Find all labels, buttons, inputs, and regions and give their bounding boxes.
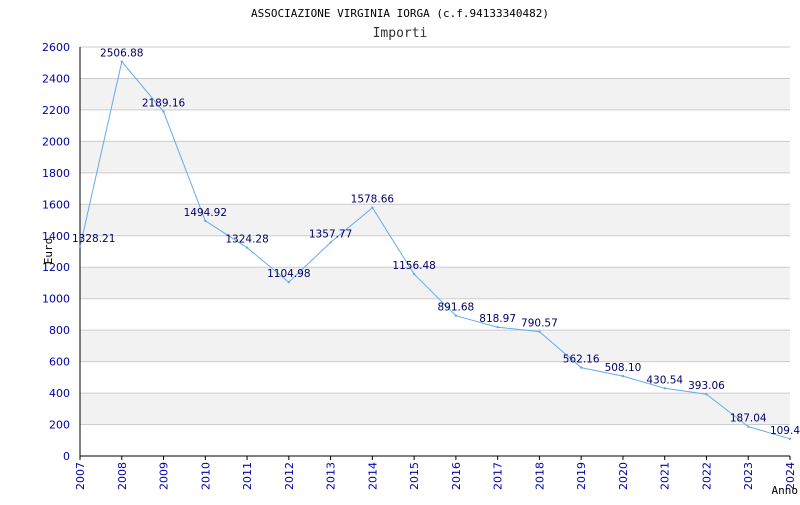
data-label: 2189.16 bbox=[142, 98, 186, 110]
x-tick-label: 2007 bbox=[74, 462, 87, 490]
data-label: 508.10 bbox=[605, 362, 642, 374]
data-point bbox=[371, 206, 374, 209]
grid-bands bbox=[80, 78, 790, 425]
data-point bbox=[747, 425, 750, 428]
y-axis-label: Euro bbox=[42, 238, 55, 265]
data-label: 1104.98 bbox=[267, 268, 310, 280]
data-label: 562.16 bbox=[563, 354, 600, 366]
data-point bbox=[329, 241, 332, 244]
y-tick-label: 600 bbox=[49, 356, 70, 369]
data-label: 109.4 bbox=[770, 425, 800, 437]
data-point bbox=[454, 314, 458, 317]
grid-band bbox=[80, 204, 790, 236]
data-point bbox=[663, 387, 666, 390]
data-label: 187.04 bbox=[730, 413, 767, 425]
data-label: 1324.28 bbox=[225, 234, 268, 246]
x-tick-label: 2012 bbox=[283, 462, 296, 490]
x-tick-label: 2008 bbox=[116, 462, 129, 490]
gridlines bbox=[80, 46, 790, 457]
grid-band bbox=[80, 393, 790, 425]
data-point bbox=[120, 60, 123, 63]
chart-title: ASSOCIAZIONE VIRGINIA IORGA (c.f.9413334… bbox=[251, 7, 549, 20]
data-label: 430.54 bbox=[646, 374, 683, 386]
x-tick-label: 2010 bbox=[199, 462, 212, 490]
x-tick-label: 2022 bbox=[700, 462, 713, 490]
data-label: 891.68 bbox=[438, 302, 475, 314]
data-label: 1156.48 bbox=[392, 260, 435, 272]
x-tick-label: 2018 bbox=[533, 462, 546, 490]
x-tick-label: 2013 bbox=[325, 462, 338, 490]
axes bbox=[79, 47, 791, 460]
x-tick-label: 2023 bbox=[742, 462, 755, 490]
data-point bbox=[162, 110, 165, 113]
data-point bbox=[621, 374, 625, 378]
x-tick-label: 2017 bbox=[492, 462, 505, 490]
y-tick-label: 1800 bbox=[42, 167, 70, 180]
grid-band bbox=[80, 78, 790, 110]
x-axis-label: Anno bbox=[772, 484, 799, 497]
x-tick-label: 2021 bbox=[659, 462, 672, 490]
y-tick-label: 1600 bbox=[42, 198, 70, 211]
y-tick-label: 800 bbox=[49, 324, 70, 337]
y-tick-label: 200 bbox=[49, 419, 70, 432]
y-tick-label: 2200 bbox=[42, 104, 70, 117]
data-point bbox=[412, 272, 416, 276]
grid-band bbox=[80, 330, 790, 362]
y-tick-labels: 0 200 400 600 800 1000 1200 1400 1600 1800 2000 220… bbox=[42, 41, 70, 463]
data-label: 1328.21 bbox=[72, 233, 115, 245]
data-label: 2506.88 bbox=[100, 48, 143, 60]
data-point bbox=[204, 219, 207, 223]
grid-band bbox=[80, 267, 790, 299]
series-line bbox=[78, 60, 792, 440]
x-tick-label: 2015 bbox=[408, 462, 421, 490]
data-point bbox=[78, 245, 82, 249]
y-tick-label: 2400 bbox=[42, 72, 70, 85]
series-line-path bbox=[79, 60, 791, 440]
data-point bbox=[705, 392, 708, 396]
data-label: 1357.77 bbox=[309, 228, 352, 240]
data-point bbox=[287, 280, 291, 284]
y-tick-label: 0 bbox=[63, 450, 70, 463]
x-tick-label: 2009 bbox=[158, 462, 171, 490]
x-tick-label: 2019 bbox=[575, 462, 588, 490]
x-tick-label: 2024 bbox=[784, 462, 797, 490]
y-tick-label: 2600 bbox=[42, 41, 70, 54]
data-label: 1494.92 bbox=[184, 207, 227, 219]
y-tick-label: 1400 bbox=[42, 230, 70, 243]
data-point bbox=[245, 246, 249, 249]
data-labels: 1328.21 2506.88 2189.16 1494.92 1324.28 1104.… bbox=[72, 48, 800, 437]
data-label: 818.97 bbox=[479, 313, 516, 325]
data-point bbox=[788, 437, 792, 440]
x-tick-labels: 2007 2008 2009 2010 2011 2012 2013 2014 2015 2016… bbox=[74, 462, 797, 490]
y-tick-label: 2000 bbox=[42, 135, 70, 148]
x-tick-label: 2011 bbox=[241, 462, 254, 490]
x-tick-label: 2016 bbox=[450, 462, 463, 490]
y-tick-label: 400 bbox=[49, 387, 70, 400]
data-point bbox=[579, 366, 583, 369]
x-tick-label: 2020 bbox=[617, 462, 630, 490]
data-label: 1578.66 bbox=[351, 194, 395, 206]
x-tick-label: 2014 bbox=[366, 462, 379, 490]
data-label: 790.57 bbox=[521, 318, 558, 330]
chart-subtitle: Importi bbox=[373, 26, 428, 41]
data-point bbox=[496, 325, 499, 329]
y-tick-label: 1000 bbox=[42, 293, 70, 306]
data-label: 393.06 bbox=[688, 380, 725, 392]
y-tick-label: 1200 bbox=[42, 261, 70, 274]
data-point bbox=[538, 330, 541, 333]
grid-band bbox=[80, 141, 790, 173]
